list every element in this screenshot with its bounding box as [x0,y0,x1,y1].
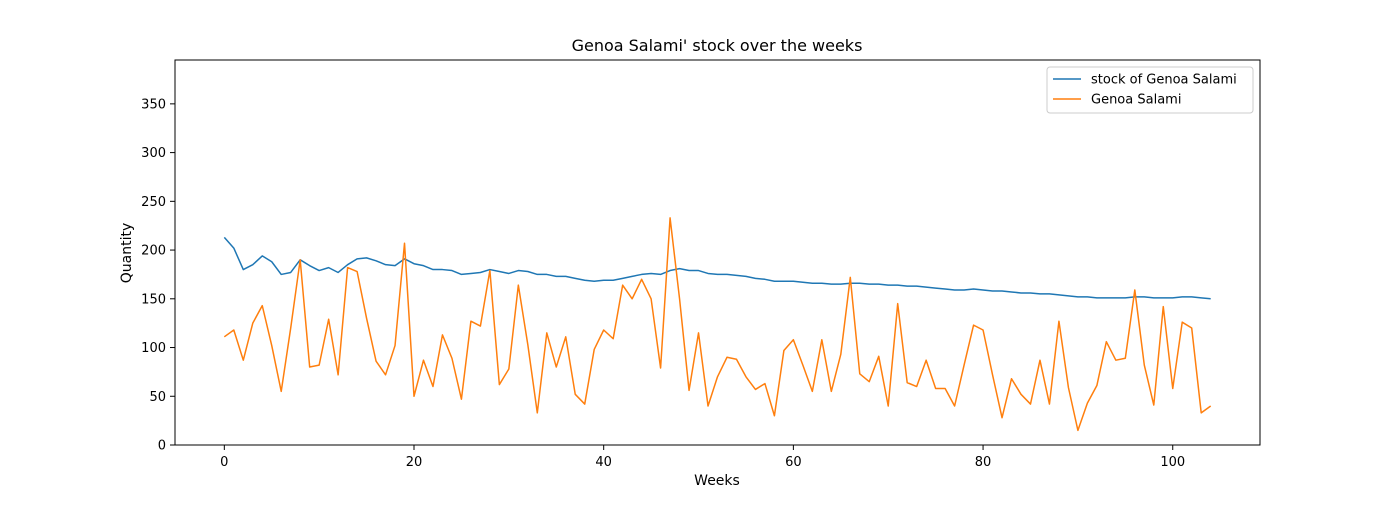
y-tick-label: 100 [141,341,166,356]
x-axis: 0 20 40 60 80 100 [220,445,1185,470]
y-axis: 0 50 100 150 200 250 300 350 [141,97,175,454]
y-tick-label: 0 [158,439,166,454]
legend: stock of Genoa Salami Genoa Salami [1046,66,1254,114]
legend-label-2: Genoa Salami [1091,93,1181,108]
y-axis-label: Quantity [119,223,135,284]
y-tick-label: 300 [141,146,166,161]
y-tick-label: 250 [141,195,166,210]
y-tick-label: 150 [141,292,166,307]
series-line-2 [223,217,1212,432]
y-tick-label: 350 [141,97,166,112]
x-tick-label: 80 [975,455,992,470]
legend-box [1046,66,1254,114]
x-tick-label: 40 [595,455,612,470]
x-tick-label: 0 [220,455,228,470]
x-tick-label: 60 [785,455,802,470]
legend-label-1: stock of Genoa Salami [1091,73,1237,88]
y-tick-label: 50 [149,390,166,405]
x-tick-label: 100 [1160,455,1185,470]
plot-area [174,59,1261,446]
x-axis-label: Weeks [694,473,740,489]
plot-frame [174,59,1261,446]
chart-title: Genoa Salami' stock over the weeks [572,36,863,55]
x-tick-label: 20 [406,455,423,470]
y-tick-label: 200 [141,244,166,259]
series-line-1 [223,236,1211,300]
